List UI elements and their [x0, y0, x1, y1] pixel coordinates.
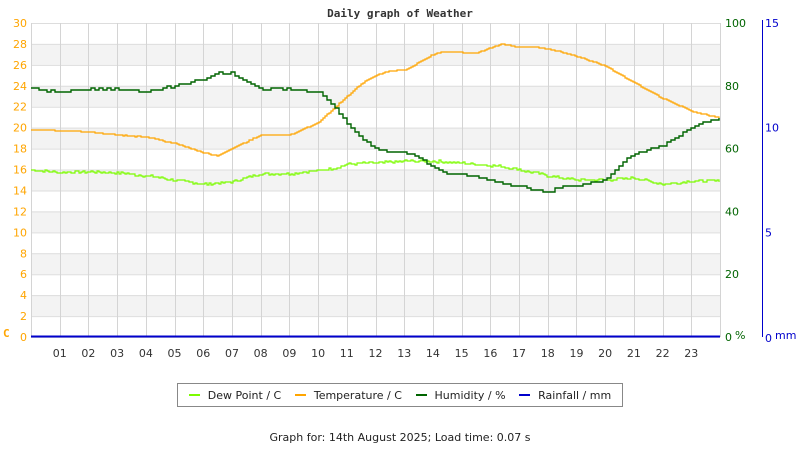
svg-text:09: 09: [282, 347, 296, 360]
svg-text:10: 10: [13, 226, 27, 239]
svg-text:0: 0: [20, 331, 27, 344]
svg-text:0: 0: [765, 332, 772, 345]
data-series: [31, 43, 720, 338]
svg-text:20: 20: [13, 122, 27, 135]
graph-footer: Graph for: 14th August 2025; Load time: …: [269, 431, 531, 444]
humidity-axis: 0 20 40 60 80 100: [725, 17, 746, 344]
svg-text:5: 5: [765, 226, 772, 239]
svg-text:04: 04: [139, 347, 153, 360]
svg-text:4: 4: [20, 289, 27, 302]
svg-text:22: 22: [13, 101, 27, 114]
svg-text:18: 18: [13, 143, 27, 156]
svg-text:19: 19: [569, 347, 583, 360]
weather-chart: Daily graph of Weather 02468101214161820…: [3, 7, 796, 360]
svg-text:11: 11: [340, 347, 354, 360]
legend-item-humidity: Humidity / %: [415, 388, 506, 402]
svg-text:16: 16: [483, 347, 497, 360]
svg-text:02: 02: [81, 347, 95, 360]
svg-text:10: 10: [765, 122, 779, 135]
legend-item-rainfall: Rainfall / mm: [519, 389, 611, 402]
svg-text:07: 07: [225, 347, 239, 360]
svg-text:60: 60: [725, 143, 739, 156]
svg-text:20: 20: [725, 268, 739, 281]
svg-text:24: 24: [13, 80, 27, 93]
chart-legend: Dew Point / C Temperature / C Humidity /…: [177, 383, 623, 407]
svg-text:2: 2: [20, 310, 27, 323]
rainfall-swatch-icon: [519, 394, 531, 396]
temperature-swatch-icon: [294, 394, 306, 396]
temperature-unit-label: C: [3, 327, 10, 340]
legend-item-dew-point: Dew Point / C: [188, 388, 282, 402]
chart-title: Daily graph of Weather: [327, 7, 473, 20]
dew-point-swatch-icon: [188, 394, 200, 396]
svg-text:03: 03: [110, 347, 124, 360]
hour-axis: 01 02 03 04 05 06 07 08 09 10 11 12 13 14 15 16 17 18 19 20…: [53, 347, 699, 360]
legend-label: Rainfall / mm: [538, 388, 612, 402]
svg-text:15: 15: [765, 17, 779, 30]
legend-item-temperature: Temperature / C: [294, 388, 402, 402]
svg-text:30: 30: [13, 17, 27, 30]
grid-lines: [31, 23, 721, 338]
svg-text:0: 0: [725, 331, 732, 344]
svg-text:6: 6: [20, 268, 27, 281]
svg-text:23: 23: [684, 347, 698, 360]
svg-text:08: 08: [254, 347, 268, 360]
legend-label: Dew Point / C: [207, 388, 282, 402]
svg-text:14: 14: [13, 184, 27, 197]
svg-text:8: 8: [20, 247, 27, 260]
humidity-unit-label: %: [735, 329, 745, 342]
svg-text:13: 13: [397, 347, 411, 360]
svg-text:100: 100: [725, 17, 746, 30]
svg-text:80: 80: [725, 80, 739, 93]
svg-text:28: 28: [13, 38, 27, 51]
rainfall-unit-label: mm: [775, 329, 796, 342]
svg-text:17: 17: [512, 347, 526, 360]
svg-text:16: 16: [13, 164, 27, 177]
svg-text:06: 06: [196, 347, 210, 360]
svg-text:05: 05: [168, 347, 182, 360]
legend-label: Temperature / C: [313, 388, 402, 402]
svg-text:21: 21: [627, 347, 641, 360]
svg-text:15: 15: [455, 347, 469, 360]
svg-text:12: 12: [13, 205, 27, 218]
svg-text:20: 20: [598, 347, 612, 360]
svg-text:40: 40: [725, 205, 739, 218]
humidity-swatch-icon: [415, 394, 427, 396]
svg-text:26: 26: [13, 59, 27, 72]
svg-text:18: 18: [541, 347, 555, 360]
svg-text:01: 01: [53, 347, 67, 360]
svg-text:14: 14: [426, 347, 440, 360]
svg-text:22: 22: [656, 347, 670, 360]
svg-text:12: 12: [369, 347, 383, 360]
svg-text:10: 10: [311, 347, 325, 360]
rainfall-axis: 0 5 10 15: [762, 17, 779, 345]
legend-label: Humidity / %: [434, 388, 506, 402]
